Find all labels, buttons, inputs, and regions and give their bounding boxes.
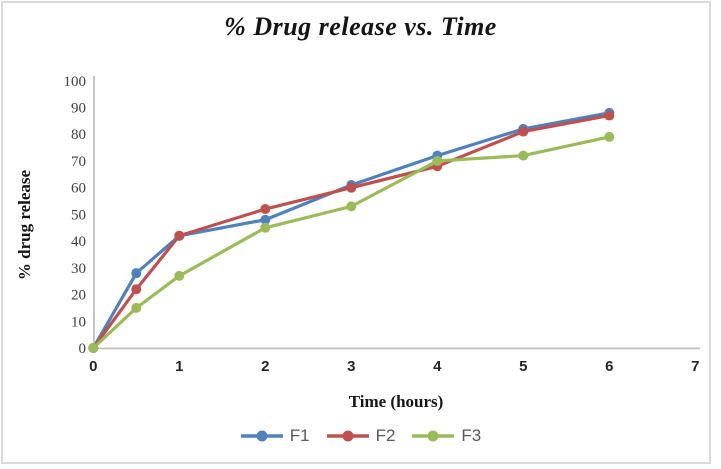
chart-title: % Drug release vs. Time [224, 12, 497, 41]
x-tick-label: 2 [261, 358, 269, 375]
legend-label-f1: F1 [289, 426, 310, 445]
series-F2-marker [346, 182, 357, 193]
series-F3-marker [432, 155, 443, 166]
y-tick-label: 100 [64, 74, 87, 90]
line-marker-icon [412, 430, 455, 442]
legend-item-f2[interactable]: F2 [326, 426, 396, 446]
y-tick-label: 50 [71, 207, 86, 223]
x-tick-label: 7 [691, 358, 699, 375]
series-F2-marker [174, 230, 185, 241]
series-F1-line [91, 111, 611, 350]
series-F3-marker [346, 201, 357, 212]
y-tick-label: 70 [71, 154, 86, 170]
series-F3-marker [174, 270, 185, 281]
series-F3-marker [518, 150, 529, 161]
x-tick-label: 5 [519, 358, 527, 375]
line-marker-icon [326, 430, 369, 442]
x-tick-label: 6 [605, 358, 613, 375]
legend-item-f3[interactable]: F3 [411, 426, 481, 446]
series-F3-line [91, 135, 611, 350]
line-marker-icon [240, 430, 283, 442]
series-F2-marker [131, 284, 142, 295]
x-tick-label: 4 [433, 358, 442, 375]
y-tick-label: 10 [71, 314, 86, 330]
series-F1-marker [260, 214, 271, 225]
y-tick-label: 80 [71, 127, 86, 143]
y-tick-label: 20 [71, 288, 86, 304]
y-tick-label: 0 [79, 341, 87, 357]
x-axis-title: Time (hours) [348, 392, 444, 411]
series-F2-marker [518, 126, 529, 137]
x-tick-label: 0 [89, 358, 97, 375]
series-F2-line [91, 113, 611, 350]
x-tick-label: 1 [175, 358, 183, 375]
series-F2-marker [260, 204, 271, 215]
series-F3-marker [88, 343, 99, 353]
x-tick-label: 3 [347, 358, 355, 375]
y-tick-label: 60 [71, 181, 86, 197]
legend: F1 F2 F3 [0, 426, 721, 446]
y-tick-label: 30 [71, 261, 86, 277]
y-tick-label: 40 [71, 234, 86, 250]
series-F3-marker [604, 131, 615, 142]
series-F3-marker [260, 222, 271, 233]
series-F1-marker [131, 268, 142, 279]
y-axis-title: % drug release [15, 169, 34, 281]
y-tick-label: 90 [71, 101, 86, 117]
series-F2-marker [604, 110, 615, 121]
legend-label-f3: F3 [461, 426, 482, 445]
legend-item-f1[interactable]: F1 [240, 426, 310, 446]
legend-label-f2: F2 [375, 426, 396, 445]
series-F3-marker [131, 302, 142, 313]
